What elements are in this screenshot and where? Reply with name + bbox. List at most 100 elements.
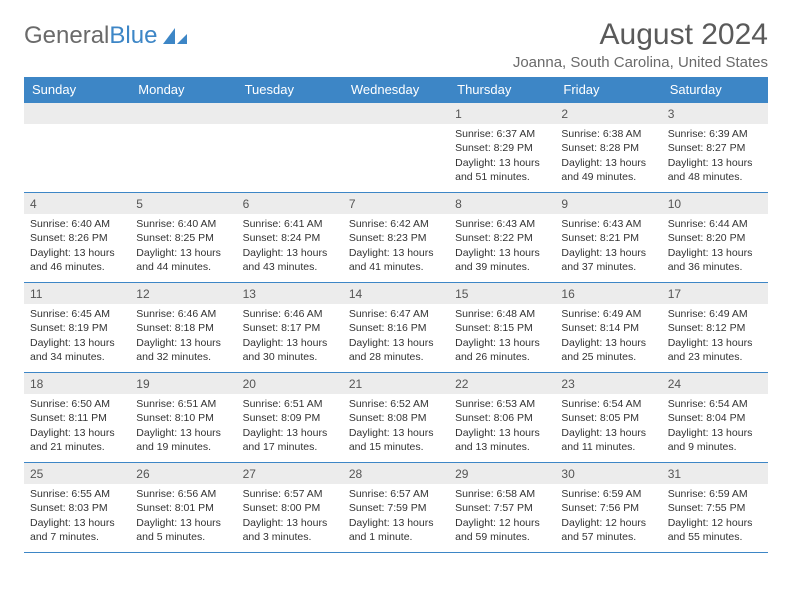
sunset-line: Sunset: 8:27 PM xyxy=(668,141,762,155)
day-number: 11 xyxy=(24,283,130,304)
calendar-table: SundayMondayTuesdayWednesdayThursdayFrid… xyxy=(24,77,768,553)
dow-wednesday: Wednesday xyxy=(343,77,449,103)
dow-monday: Monday xyxy=(130,77,236,103)
empty-daynum xyxy=(237,103,343,124)
day-body: Sunrise: 6:57 AMSunset: 7:59 PMDaylight:… xyxy=(343,484,449,548)
daylight-line: Daylight: 13 hours and 5 minutes. xyxy=(136,516,230,544)
day-cell: 20Sunrise: 6:51 AMSunset: 8:09 PMDayligh… xyxy=(237,373,343,463)
day-number: 22 xyxy=(449,373,555,394)
sunrise-line: Sunrise: 6:46 AM xyxy=(243,307,337,321)
day-cell: 14Sunrise: 6:47 AMSunset: 8:16 PMDayligh… xyxy=(343,283,449,373)
sunset-line: Sunset: 8:29 PM xyxy=(455,141,549,155)
day-body: Sunrise: 6:40 AMSunset: 8:25 PMDaylight:… xyxy=(130,214,236,278)
sunset-line: Sunset: 7:57 PM xyxy=(455,501,549,515)
day-body: Sunrise: 6:43 AMSunset: 8:21 PMDaylight:… xyxy=(555,214,661,278)
month-title: August 2024 xyxy=(513,18,768,52)
sunrise-line: Sunrise: 6:52 AM xyxy=(349,397,443,411)
sunset-line: Sunset: 8:17 PM xyxy=(243,321,337,335)
sunset-line: Sunset: 8:20 PM xyxy=(668,231,762,245)
day-number: 12 xyxy=(130,283,236,304)
sunrise-line: Sunrise: 6:41 AM xyxy=(243,217,337,231)
day-cell: 22Sunrise: 6:53 AMSunset: 8:06 PMDayligh… xyxy=(449,373,555,463)
day-number: 9 xyxy=(555,193,661,214)
day-cell: 7Sunrise: 6:42 AMSunset: 8:23 PMDaylight… xyxy=(343,193,449,283)
sunrise-line: Sunrise: 6:49 AM xyxy=(561,307,655,321)
day-number: 2 xyxy=(555,103,661,124)
logo-text-2: Blue xyxy=(109,22,157,50)
day-number: 31 xyxy=(662,463,768,484)
sunrise-line: Sunrise: 6:51 AM xyxy=(136,397,230,411)
day-number: 27 xyxy=(237,463,343,484)
logo: GeneralBlue xyxy=(24,18,189,50)
sunset-line: Sunset: 8:12 PM xyxy=(668,321,762,335)
day-number: 5 xyxy=(130,193,236,214)
day-cell: 11Sunrise: 6:45 AMSunset: 8:19 PMDayligh… xyxy=(24,283,130,373)
day-cell: 9Sunrise: 6:43 AMSunset: 8:21 PMDaylight… xyxy=(555,193,661,283)
sunset-line: Sunset: 8:21 PM xyxy=(561,231,655,245)
sunset-line: Sunset: 8:11 PM xyxy=(30,411,124,425)
sunrise-line: Sunrise: 6:57 AM xyxy=(349,487,443,501)
day-cell: 29Sunrise: 6:58 AMSunset: 7:57 PMDayligh… xyxy=(449,463,555,553)
daylight-line: Daylight: 13 hours and 49 minutes. xyxy=(561,156,655,184)
day-of-week-row: SundayMondayTuesdayWednesdayThursdayFrid… xyxy=(24,77,768,103)
day-cell: 27Sunrise: 6:57 AMSunset: 8:00 PMDayligh… xyxy=(237,463,343,553)
daylight-line: Daylight: 13 hours and 17 minutes. xyxy=(243,426,337,454)
day-number: 17 xyxy=(662,283,768,304)
sunrise-line: Sunrise: 6:46 AM xyxy=(136,307,230,321)
daylight-line: Daylight: 12 hours and 55 minutes. xyxy=(668,516,762,544)
day-number: 15 xyxy=(449,283,555,304)
day-cell: 26Sunrise: 6:56 AMSunset: 8:01 PMDayligh… xyxy=(130,463,236,553)
day-body: Sunrise: 6:44 AMSunset: 8:20 PMDaylight:… xyxy=(662,214,768,278)
sunrise-line: Sunrise: 6:57 AM xyxy=(243,487,337,501)
daylight-line: Daylight: 13 hours and 30 minutes. xyxy=(243,336,337,364)
day-cell: 13 Sunrise: 6:46 AMSunset: 8:17 PMDayligh… xyxy=(237,283,343,373)
daylight-line: Daylight: 13 hours and 44 minutes. xyxy=(136,246,230,274)
dow-sunday: Sunday xyxy=(24,77,130,103)
logo-text-1: General xyxy=(24,22,109,50)
sunrise-line: Sunrise: 6:55 AM xyxy=(30,487,124,501)
day-number: 10 xyxy=(662,193,768,214)
week-row: 11Sunrise: 6:45 AMSunset: 8:19 PMDayligh… xyxy=(24,283,768,373)
sunset-line: Sunset: 8:26 PM xyxy=(30,231,124,245)
sunrise-line: Sunrise: 6:37 AM xyxy=(455,127,549,141)
day-number: 8 xyxy=(449,193,555,214)
sunset-line: Sunset: 8:22 PM xyxy=(455,231,549,245)
daylight-line: Daylight: 13 hours and 37 minutes. xyxy=(561,246,655,274)
day-body: Sunrise: 6:46 AMSunset: 8:18 PMDaylight:… xyxy=(130,304,236,368)
empty-cell xyxy=(237,103,343,193)
day-number: 13 xyxy=(237,283,343,304)
day-body: Sunrise: 6:58 AMSunset: 7:57 PMDaylight:… xyxy=(449,484,555,548)
sunrise-line: Sunrise: 6:58 AM xyxy=(455,487,549,501)
week-row: 18Sunrise: 6:50 AMSunset: 8:11 PMDayligh… xyxy=(24,373,768,463)
sunrise-line: Sunrise: 6:48 AM xyxy=(455,307,549,321)
daylight-line: Daylight: 13 hours and 34 minutes. xyxy=(30,336,124,364)
day-body: Sunrise: 6:55 AMSunset: 8:03 PMDaylight:… xyxy=(24,484,130,548)
daylight-line: Daylight: 13 hours and 3 minutes. xyxy=(243,516,337,544)
empty-cell xyxy=(130,103,236,193)
day-body: Sunrise: 6:54 AMSunset: 8:05 PMDaylight:… xyxy=(555,394,661,458)
day-body: Sunrise: 6:47 AMSunset: 8:16 PMDaylight:… xyxy=(343,304,449,368)
daylight-line: Daylight: 13 hours and 43 minutes. xyxy=(243,246,337,274)
day-body: Sunrise: 6:43 AMSunset: 8:22 PMDaylight:… xyxy=(449,214,555,278)
empty-cell xyxy=(343,103,449,193)
sunrise-line: Sunrise: 6:59 AM xyxy=(668,487,762,501)
daylight-line: Daylight: 13 hours and 28 minutes. xyxy=(349,336,443,364)
day-number: 14 xyxy=(343,283,449,304)
day-number: 3 xyxy=(662,103,768,124)
sunset-line: Sunset: 8:18 PM xyxy=(136,321,230,335)
sunset-line: Sunset: 8:14 PM xyxy=(561,321,655,335)
daylight-line: Daylight: 13 hours and 1 minute. xyxy=(349,516,443,544)
day-body: Sunrise: 6:48 AMSunset: 8:15 PMDaylight:… xyxy=(449,304,555,368)
dow-tuesday: Tuesday xyxy=(237,77,343,103)
day-body: Sunrise: 6:57 AMSunset: 8:00 PMDaylight:… xyxy=(237,484,343,548)
day-cell: 19Sunrise: 6:51 AMSunset: 8:10 PMDayligh… xyxy=(130,373,236,463)
sunrise-line: Sunrise: 6:39 AM xyxy=(668,127,762,141)
daylight-line: Daylight: 13 hours and 26 minutes. xyxy=(455,336,549,364)
daylight-line: Daylight: 13 hours and 15 minutes. xyxy=(349,426,443,454)
daylight-line: Daylight: 13 hours and 32 minutes. xyxy=(136,336,230,364)
daylight-line: Daylight: 12 hours and 59 minutes. xyxy=(455,516,549,544)
day-body: Sunrise: 6:40 AMSunset: 8:26 PMDaylight:… xyxy=(24,214,130,278)
daylight-line: Daylight: 13 hours and 46 minutes. xyxy=(30,246,124,274)
daylight-line: Daylight: 13 hours and 41 minutes. xyxy=(349,246,443,274)
day-body: Sunrise: 6:59 AMSunset: 7:55 PMDaylight:… xyxy=(662,484,768,548)
